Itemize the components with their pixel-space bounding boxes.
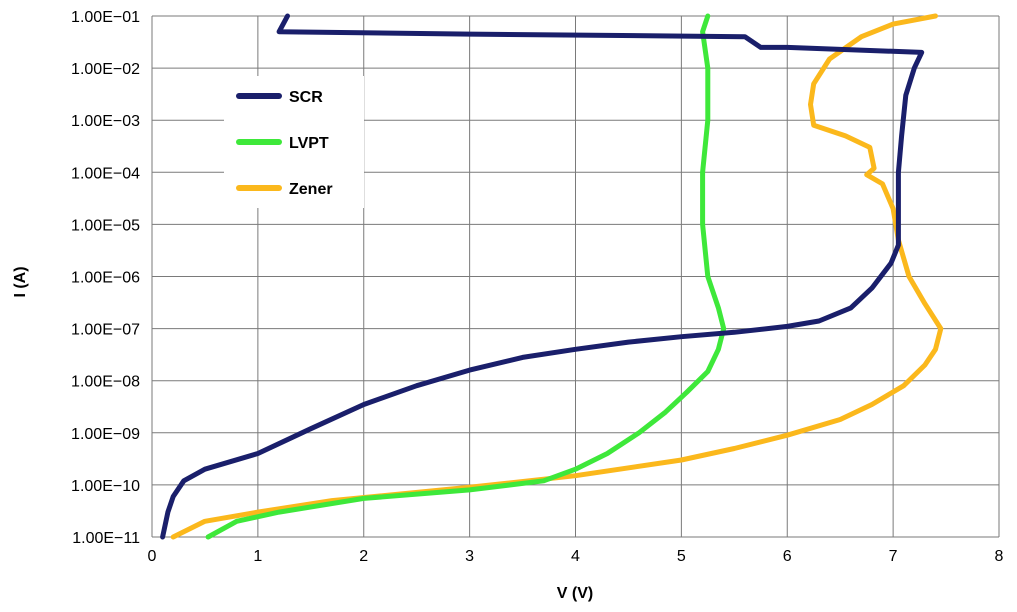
y-tick-label: 1.00E−10: [71, 478, 140, 495]
series-line-scr: [160, 13, 925, 540]
y-tick-label: 1.00E−11: [72, 530, 140, 547]
y-tick-label: 1.00E−05: [71, 217, 140, 234]
series-line-lvpt: [205, 13, 727, 540]
y-tick-label: 1.00E−03: [71, 113, 140, 130]
y-tick-label: 1.00E−04: [71, 165, 140, 182]
x-tick-label: 1: [253, 548, 262, 565]
x-tick-label: 5: [677, 548, 686, 565]
x-axis-title: V (V): [557, 585, 593, 602]
y-axis-title: I (A): [12, 266, 29, 297]
series-lines: [160, 13, 944, 540]
y-tick-labels: 1.00E−11 1.00E−10 1.00E−09 1.00E−08 1.00E−07…: [71, 9, 140, 547]
x-tick-labels: 0 1 2 3 4 5 6 7 8: [148, 548, 1004, 565]
legend-label-zener: Zener: [289, 181, 333, 198]
series-line-zener: [170, 13, 944, 540]
x-tick-label: 6: [783, 548, 792, 565]
x-tick-label: 2: [359, 548, 368, 565]
y-tick-label: 1.00E−06: [71, 270, 140, 287]
legend: SCR LVPT Zener: [224, 76, 364, 208]
y-tick-label: 1.00E−09: [71, 426, 140, 443]
y-tick-label: 1.00E−02: [71, 61, 140, 78]
y-tick-label: 1.00E−07: [71, 322, 140, 339]
legend-label-lvpt: LVPT: [289, 135, 329, 152]
y-tick-label: 1.00E−01: [71, 9, 140, 26]
y-tick-label: 1.00E−08: [71, 374, 140, 391]
x-tick-label: 0: [148, 548, 157, 565]
legend-label-scr: SCR: [289, 89, 323, 106]
x-tick-label: 3: [465, 548, 474, 565]
x-tick-label: 4: [571, 548, 580, 565]
x-tick-label: 7: [889, 548, 898, 565]
x-tick-label: 8: [995, 548, 1004, 565]
